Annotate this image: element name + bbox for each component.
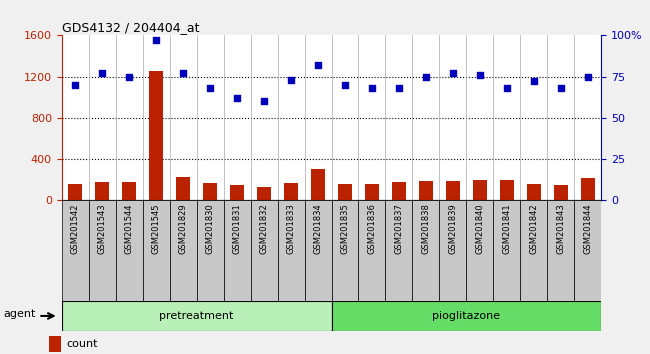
- Bar: [68, 184, 82, 200]
- Text: GSM201543: GSM201543: [98, 203, 107, 254]
- Bar: [251, 200, 278, 301]
- Text: count: count: [66, 339, 98, 349]
- Bar: [413, 200, 439, 301]
- Text: GDS4132 / 204404_at: GDS4132 / 204404_at: [62, 21, 200, 34]
- Bar: [332, 301, 601, 331]
- Point: [421, 74, 431, 79]
- Point: [556, 85, 566, 91]
- Bar: [575, 200, 601, 301]
- Bar: [493, 200, 521, 301]
- Bar: [257, 187, 271, 200]
- Bar: [62, 200, 88, 301]
- Text: agent: agent: [3, 309, 36, 319]
- Point: [286, 77, 296, 83]
- Point: [448, 70, 458, 76]
- Text: GSM201545: GSM201545: [151, 203, 161, 253]
- Bar: [96, 182, 109, 200]
- Bar: [278, 200, 304, 301]
- Text: GSM201835: GSM201835: [341, 203, 350, 254]
- Bar: [338, 183, 352, 200]
- Bar: [467, 200, 493, 301]
- Text: GSM201544: GSM201544: [125, 203, 134, 253]
- Point: [502, 85, 512, 91]
- Point: [394, 85, 404, 91]
- Text: GSM201844: GSM201844: [583, 203, 592, 254]
- Text: GSM201841: GSM201841: [502, 203, 512, 254]
- Bar: [332, 200, 359, 301]
- Point: [367, 85, 377, 91]
- Point: [582, 74, 593, 79]
- Bar: [176, 177, 190, 200]
- Bar: [521, 200, 547, 301]
- Point: [97, 70, 107, 76]
- Text: GSM201832: GSM201832: [259, 203, 268, 254]
- Text: GSM201829: GSM201829: [179, 203, 188, 254]
- Bar: [230, 185, 244, 200]
- Bar: [365, 184, 379, 200]
- Point: [259, 98, 269, 104]
- Text: pretreatment: pretreatment: [159, 311, 234, 321]
- Text: pioglitazone: pioglitazone: [432, 311, 500, 321]
- Bar: [304, 200, 332, 301]
- Bar: [311, 169, 325, 200]
- Point: [528, 79, 539, 84]
- Bar: [473, 181, 487, 200]
- Bar: [446, 181, 460, 200]
- Bar: [385, 200, 413, 301]
- Bar: [581, 178, 595, 200]
- Text: GSM201542: GSM201542: [71, 203, 80, 253]
- Text: GSM201843: GSM201843: [556, 203, 566, 254]
- Text: GSM201834: GSM201834: [313, 203, 322, 254]
- Bar: [170, 200, 196, 301]
- Text: GSM201836: GSM201836: [367, 203, 376, 254]
- Text: GSM201831: GSM201831: [233, 203, 242, 254]
- Bar: [122, 182, 136, 200]
- Bar: [527, 184, 541, 200]
- Bar: [62, 301, 332, 331]
- Bar: [143, 200, 170, 301]
- Text: GSM201833: GSM201833: [287, 203, 296, 254]
- Bar: [150, 72, 163, 200]
- Point: [178, 70, 188, 76]
- Point: [70, 82, 81, 88]
- Bar: [439, 200, 467, 301]
- Bar: [554, 185, 567, 200]
- Bar: [547, 200, 575, 301]
- Text: GSM201840: GSM201840: [475, 203, 484, 254]
- Point: [474, 72, 485, 78]
- Bar: [392, 182, 406, 200]
- Point: [232, 95, 242, 101]
- Bar: [419, 181, 433, 200]
- Bar: [359, 200, 385, 301]
- Bar: [203, 183, 217, 200]
- Bar: [116, 200, 143, 301]
- Bar: [500, 180, 514, 200]
- Point: [205, 85, 215, 91]
- Bar: [49, 336, 60, 352]
- Point: [124, 74, 135, 79]
- Text: GSM201842: GSM201842: [529, 203, 538, 254]
- Text: GSM201830: GSM201830: [205, 203, 214, 254]
- Text: GSM201837: GSM201837: [395, 203, 404, 254]
- Bar: [284, 183, 298, 200]
- Point: [151, 38, 161, 43]
- Text: GSM201839: GSM201839: [448, 203, 458, 254]
- Bar: [224, 200, 251, 301]
- Point: [340, 82, 350, 88]
- Point: [313, 62, 323, 68]
- Bar: [88, 200, 116, 301]
- Bar: [196, 200, 224, 301]
- Text: GSM201838: GSM201838: [421, 203, 430, 254]
